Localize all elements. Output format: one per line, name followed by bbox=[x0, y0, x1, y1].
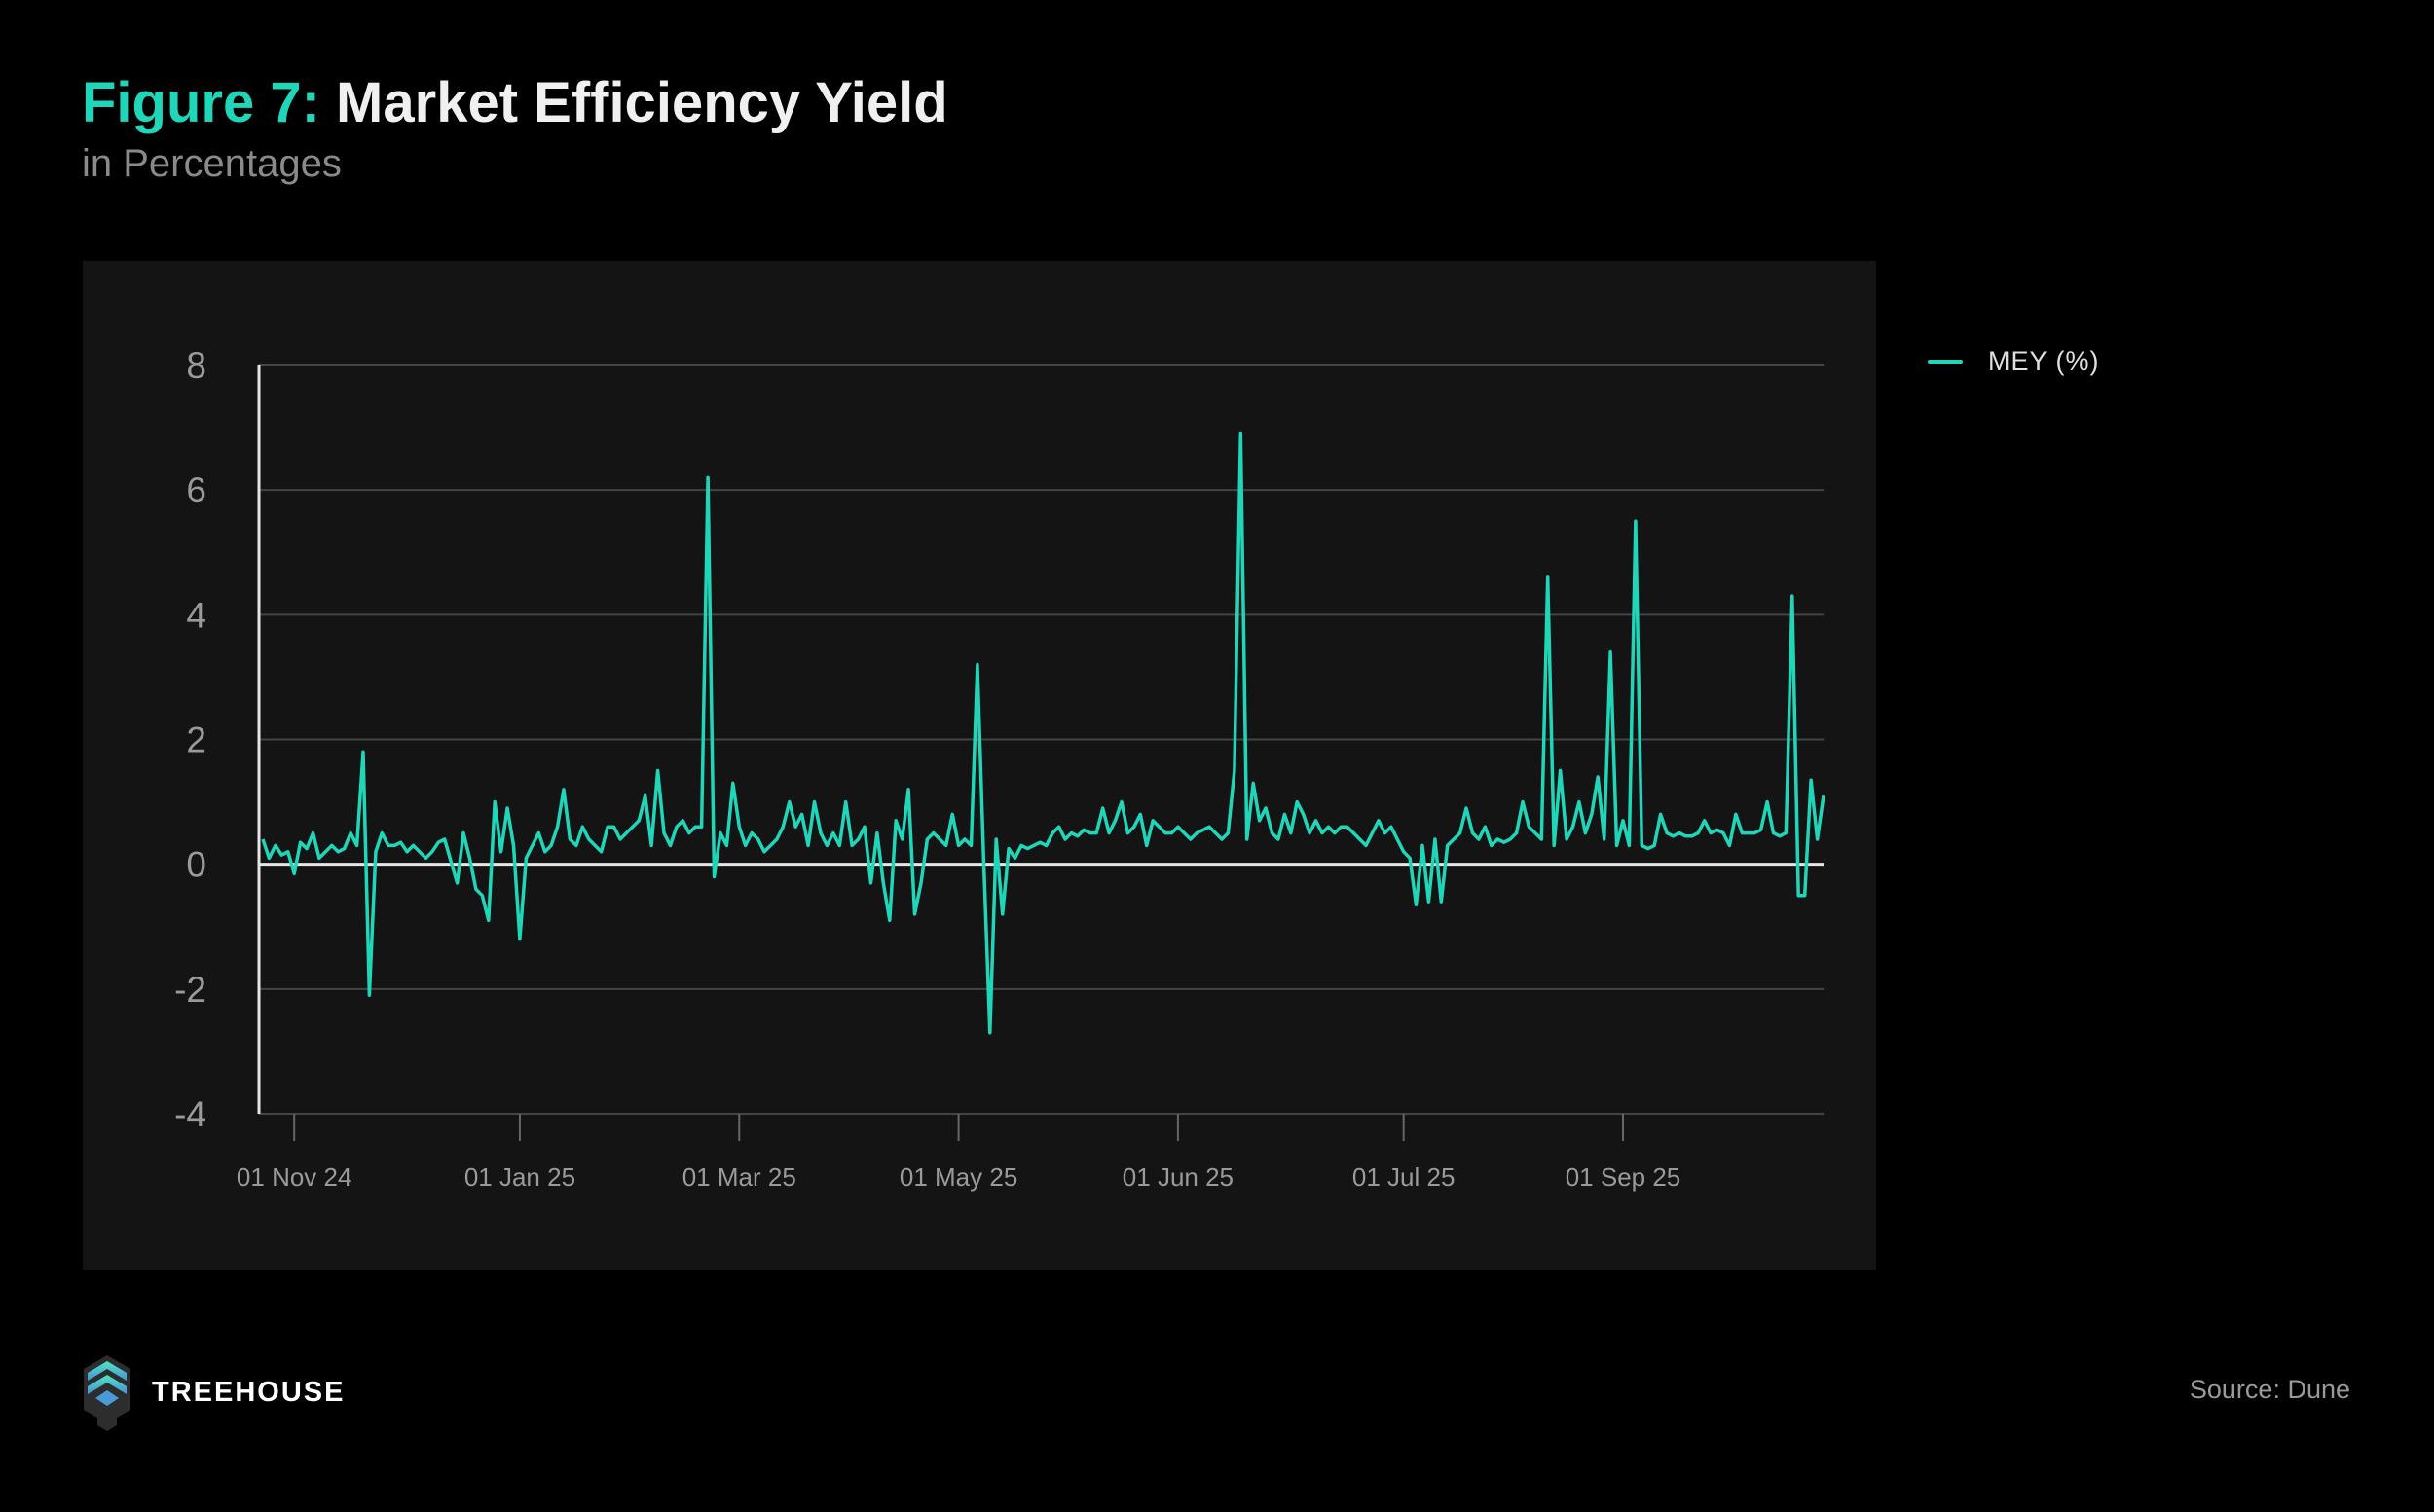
x-tick-label: 01 Jun 25 bbox=[1123, 1162, 1234, 1192]
chart-subtitle: in Percentages bbox=[82, 142, 342, 185]
y-tick-label: 0 bbox=[186, 845, 206, 885]
y-tick-label: 6 bbox=[186, 470, 206, 510]
x-tick-label: 01 Mar 25 bbox=[682, 1162, 796, 1192]
chart-title: Figure 7: Market Efficiency Yield bbox=[82, 70, 948, 135]
brand: TREEHOUSE bbox=[82, 1353, 345, 1431]
x-tick-label: 01 Nov 24 bbox=[237, 1162, 352, 1192]
x-tick-label: 01 Jan 25 bbox=[464, 1162, 575, 1192]
brand-name: TREEHOUSE bbox=[152, 1376, 346, 1408]
y-tick-label: -2 bbox=[174, 970, 206, 1010]
x-tick-label: 01 Jul 25 bbox=[1352, 1162, 1456, 1192]
treehouse-logo-icon bbox=[84, 1355, 130, 1431]
legend-swatch bbox=[1928, 359, 1963, 364]
y-tick-label: 2 bbox=[186, 720, 206, 760]
source-note: Source: Dune bbox=[2189, 1375, 2350, 1404]
y-tick-label: -4 bbox=[174, 1094, 206, 1134]
legend-label: MEY (%) bbox=[1988, 347, 2100, 376]
legend: MEY (%) bbox=[1928, 347, 2100, 377]
x-tick-label: 01 Sep 25 bbox=[1566, 1162, 1681, 1192]
x-tick-label: 01 May 25 bbox=[900, 1162, 1017, 1192]
y-tick-label: 8 bbox=[186, 346, 206, 386]
title-text: Market Efficiency Yield bbox=[336, 71, 948, 134]
y-tick-label: 4 bbox=[186, 595, 206, 635]
figure-label: Figure 7: bbox=[82, 71, 320, 134]
series-line-mey bbox=[261, 431, 1826, 1035]
